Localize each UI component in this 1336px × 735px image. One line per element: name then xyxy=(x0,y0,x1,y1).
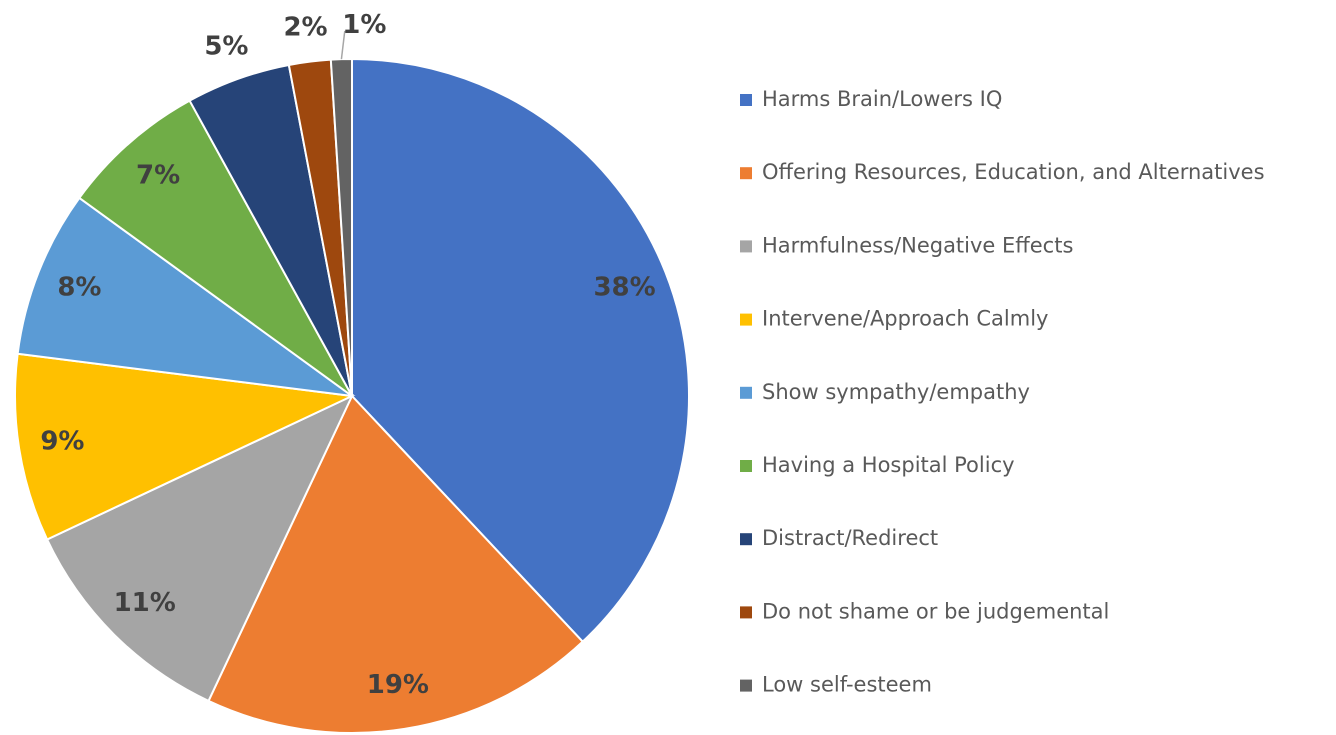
legend-label: Offering Resources, Education, and Alter… xyxy=(762,160,1265,184)
legend-label: Distract/Redirect xyxy=(762,526,938,550)
pie-slice xyxy=(207,394,585,734)
data-label: 2% xyxy=(283,13,327,43)
pie-slice xyxy=(14,352,356,541)
legend-swatch xyxy=(740,679,752,692)
data-label: 1% xyxy=(342,10,386,40)
legend-swatch xyxy=(740,313,752,326)
legend-swatch xyxy=(740,533,752,546)
legend-label: Harms Brain/Lowers IQ xyxy=(762,87,1002,111)
data-label: 38% xyxy=(593,273,655,303)
data-label: 9% xyxy=(40,426,84,456)
legend-swatch xyxy=(740,167,752,180)
legend-label: Do not shame or be judgemental xyxy=(762,599,1109,623)
data-label: 19% xyxy=(367,670,429,700)
data-label: 7% xyxy=(136,161,180,191)
leader-line xyxy=(340,30,346,60)
legend-label: Having a Hospital Policy xyxy=(762,453,1015,477)
legend-label: Intervene/Approach Calmly xyxy=(762,307,1048,331)
legend-swatch xyxy=(740,240,752,253)
data-label: 5% xyxy=(204,32,248,62)
pie-slice xyxy=(16,196,353,397)
legend-swatch xyxy=(740,606,752,619)
legend-swatch xyxy=(740,386,752,399)
pie-slice xyxy=(351,57,690,644)
legend-label: Low self-esteem xyxy=(762,673,932,697)
legend-swatch xyxy=(740,460,752,472)
pie-slice xyxy=(77,99,353,397)
legend-label: Show sympathy/empathy xyxy=(762,380,1030,404)
legend-label: Harmfulness/Negative Effects xyxy=(762,233,1073,257)
legend-swatch xyxy=(740,94,752,106)
data-label: 8% xyxy=(57,273,101,303)
pie-slice xyxy=(45,393,355,703)
data-label: 11% xyxy=(114,588,176,618)
